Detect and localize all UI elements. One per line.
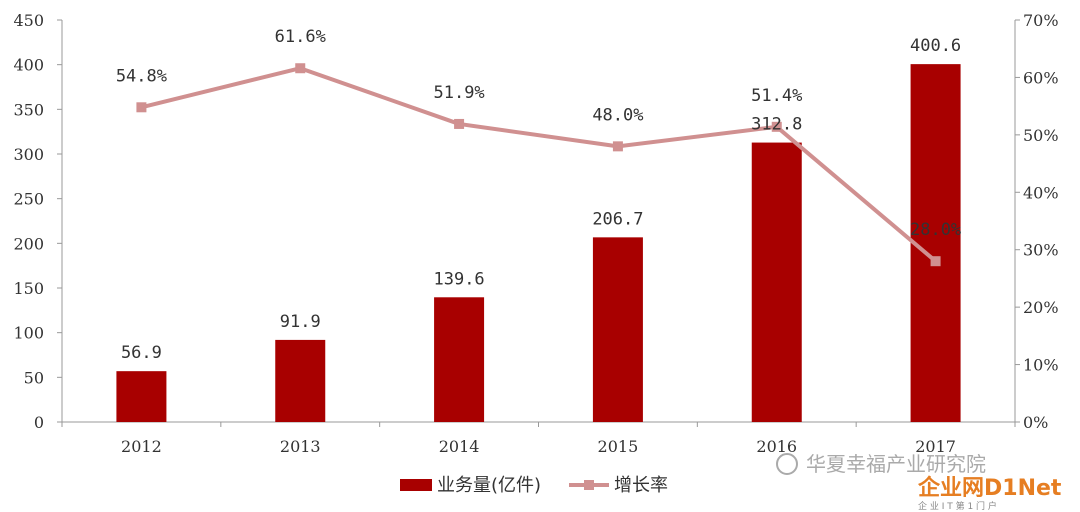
bar — [434, 297, 485, 422]
x-tick-label: 2014 — [439, 437, 480, 456]
y-left-tick-label: 350 — [13, 100, 44, 119]
legend-label-line: 增长率 — [614, 475, 668, 496]
y-left-tick-label: 250 — [13, 190, 44, 209]
line-value-label: 51.9% — [433, 83, 484, 103]
line-value-label: 48.0% — [592, 105, 643, 125]
site-logo-subtext: 企 业 I T 第 1 门 户 — [918, 500, 997, 512]
y-right-tick-label: 30% — [1023, 241, 1059, 260]
line-marker — [295, 63, 306, 74]
bar — [116, 371, 167, 422]
y-left-tick-label: 50 — [24, 368, 44, 387]
line-value-label: 54.8% — [116, 66, 167, 86]
y-left-tick-label: 200 — [13, 234, 44, 253]
legend: 业务量(亿件) 增长率 — [400, 475, 668, 496]
line-value-label: 61.6% — [275, 27, 326, 47]
y-left-tick-label: 150 — [13, 279, 44, 298]
bar-value-label: 91.9 — [280, 312, 321, 332]
y-left-tick-label: 450 — [13, 11, 44, 30]
y-left-tick-label: 0 — [34, 413, 44, 432]
y-right-tick-label: 70% — [1023, 11, 1059, 30]
line-marker — [771, 121, 782, 132]
y-left-tick-label: 100 — [13, 324, 44, 343]
bar-value-label: 139.6 — [433, 269, 484, 289]
site-logo: 企业网D1Net 企 业 I T 第 1 门 户 — [917, 475, 1062, 512]
bar — [592, 237, 643, 422]
wechat-watermark-text: 华夏幸福产业研究院 — [806, 452, 986, 476]
y-left-tick-label: 300 — [13, 145, 44, 164]
x-tick-label: 2013 — [280, 437, 321, 456]
wechat-icon — [776, 453, 798, 475]
line-marker — [454, 118, 465, 129]
line-marker — [136, 102, 147, 113]
legend-swatch-bar — [400, 479, 432, 491]
line-marker — [930, 256, 941, 267]
wechat-watermark: 华夏幸福产业研究院 — [776, 452, 986, 476]
x-tick-label: 2015 — [598, 437, 639, 456]
bar — [751, 142, 802, 422]
x-tick-label: 2017 — [915, 437, 956, 456]
x-tick-label: 2016 — [756, 437, 797, 456]
y-right-tick-label: 10% — [1023, 356, 1059, 375]
line-series — [136, 63, 941, 267]
y-right-tick-label: 0% — [1023, 413, 1048, 432]
line-marker — [612, 141, 623, 152]
y-right-tick-label: 50% — [1023, 126, 1059, 145]
bar-value-label: 56.9 — [121, 343, 162, 363]
axes: 0 50 100 150 200 250 300 350 400 450 0% 10% 20% 30% 40… — [13, 11, 1058, 456]
y-right-tick-label: 60% — [1023, 68, 1059, 87]
line-value-label: 28.0% — [910, 220, 961, 240]
y-left-tick-label: 400 — [13, 56, 44, 75]
bar — [910, 64, 961, 422]
bar-value-label: 206.7 — [592, 209, 643, 229]
growth-line — [140, 66, 937, 263]
y-right-tick-label: 40% — [1023, 183, 1059, 202]
legend-label-bar: 业务量(亿件) — [437, 475, 541, 496]
x-tick-label: 2012 — [121, 437, 162, 456]
bar-value-label: 312.8 — [751, 115, 802, 135]
bar-value-label: 400.6 — [910, 36, 961, 56]
y-right-tick-label: 20% — [1023, 298, 1059, 317]
bar-series — [116, 64, 961, 422]
legend-swatch-line-marker — [584, 480, 594, 490]
line-value-label: 51.4% — [751, 86, 802, 106]
bar — [275, 339, 326, 422]
site-logo-text: 企业网D1Net — [917, 475, 1062, 501]
data-labels: 56.9 91.9 139.6 206.7 312.8 400.6 54.8% 61.6% 51… — [116, 27, 961, 363]
